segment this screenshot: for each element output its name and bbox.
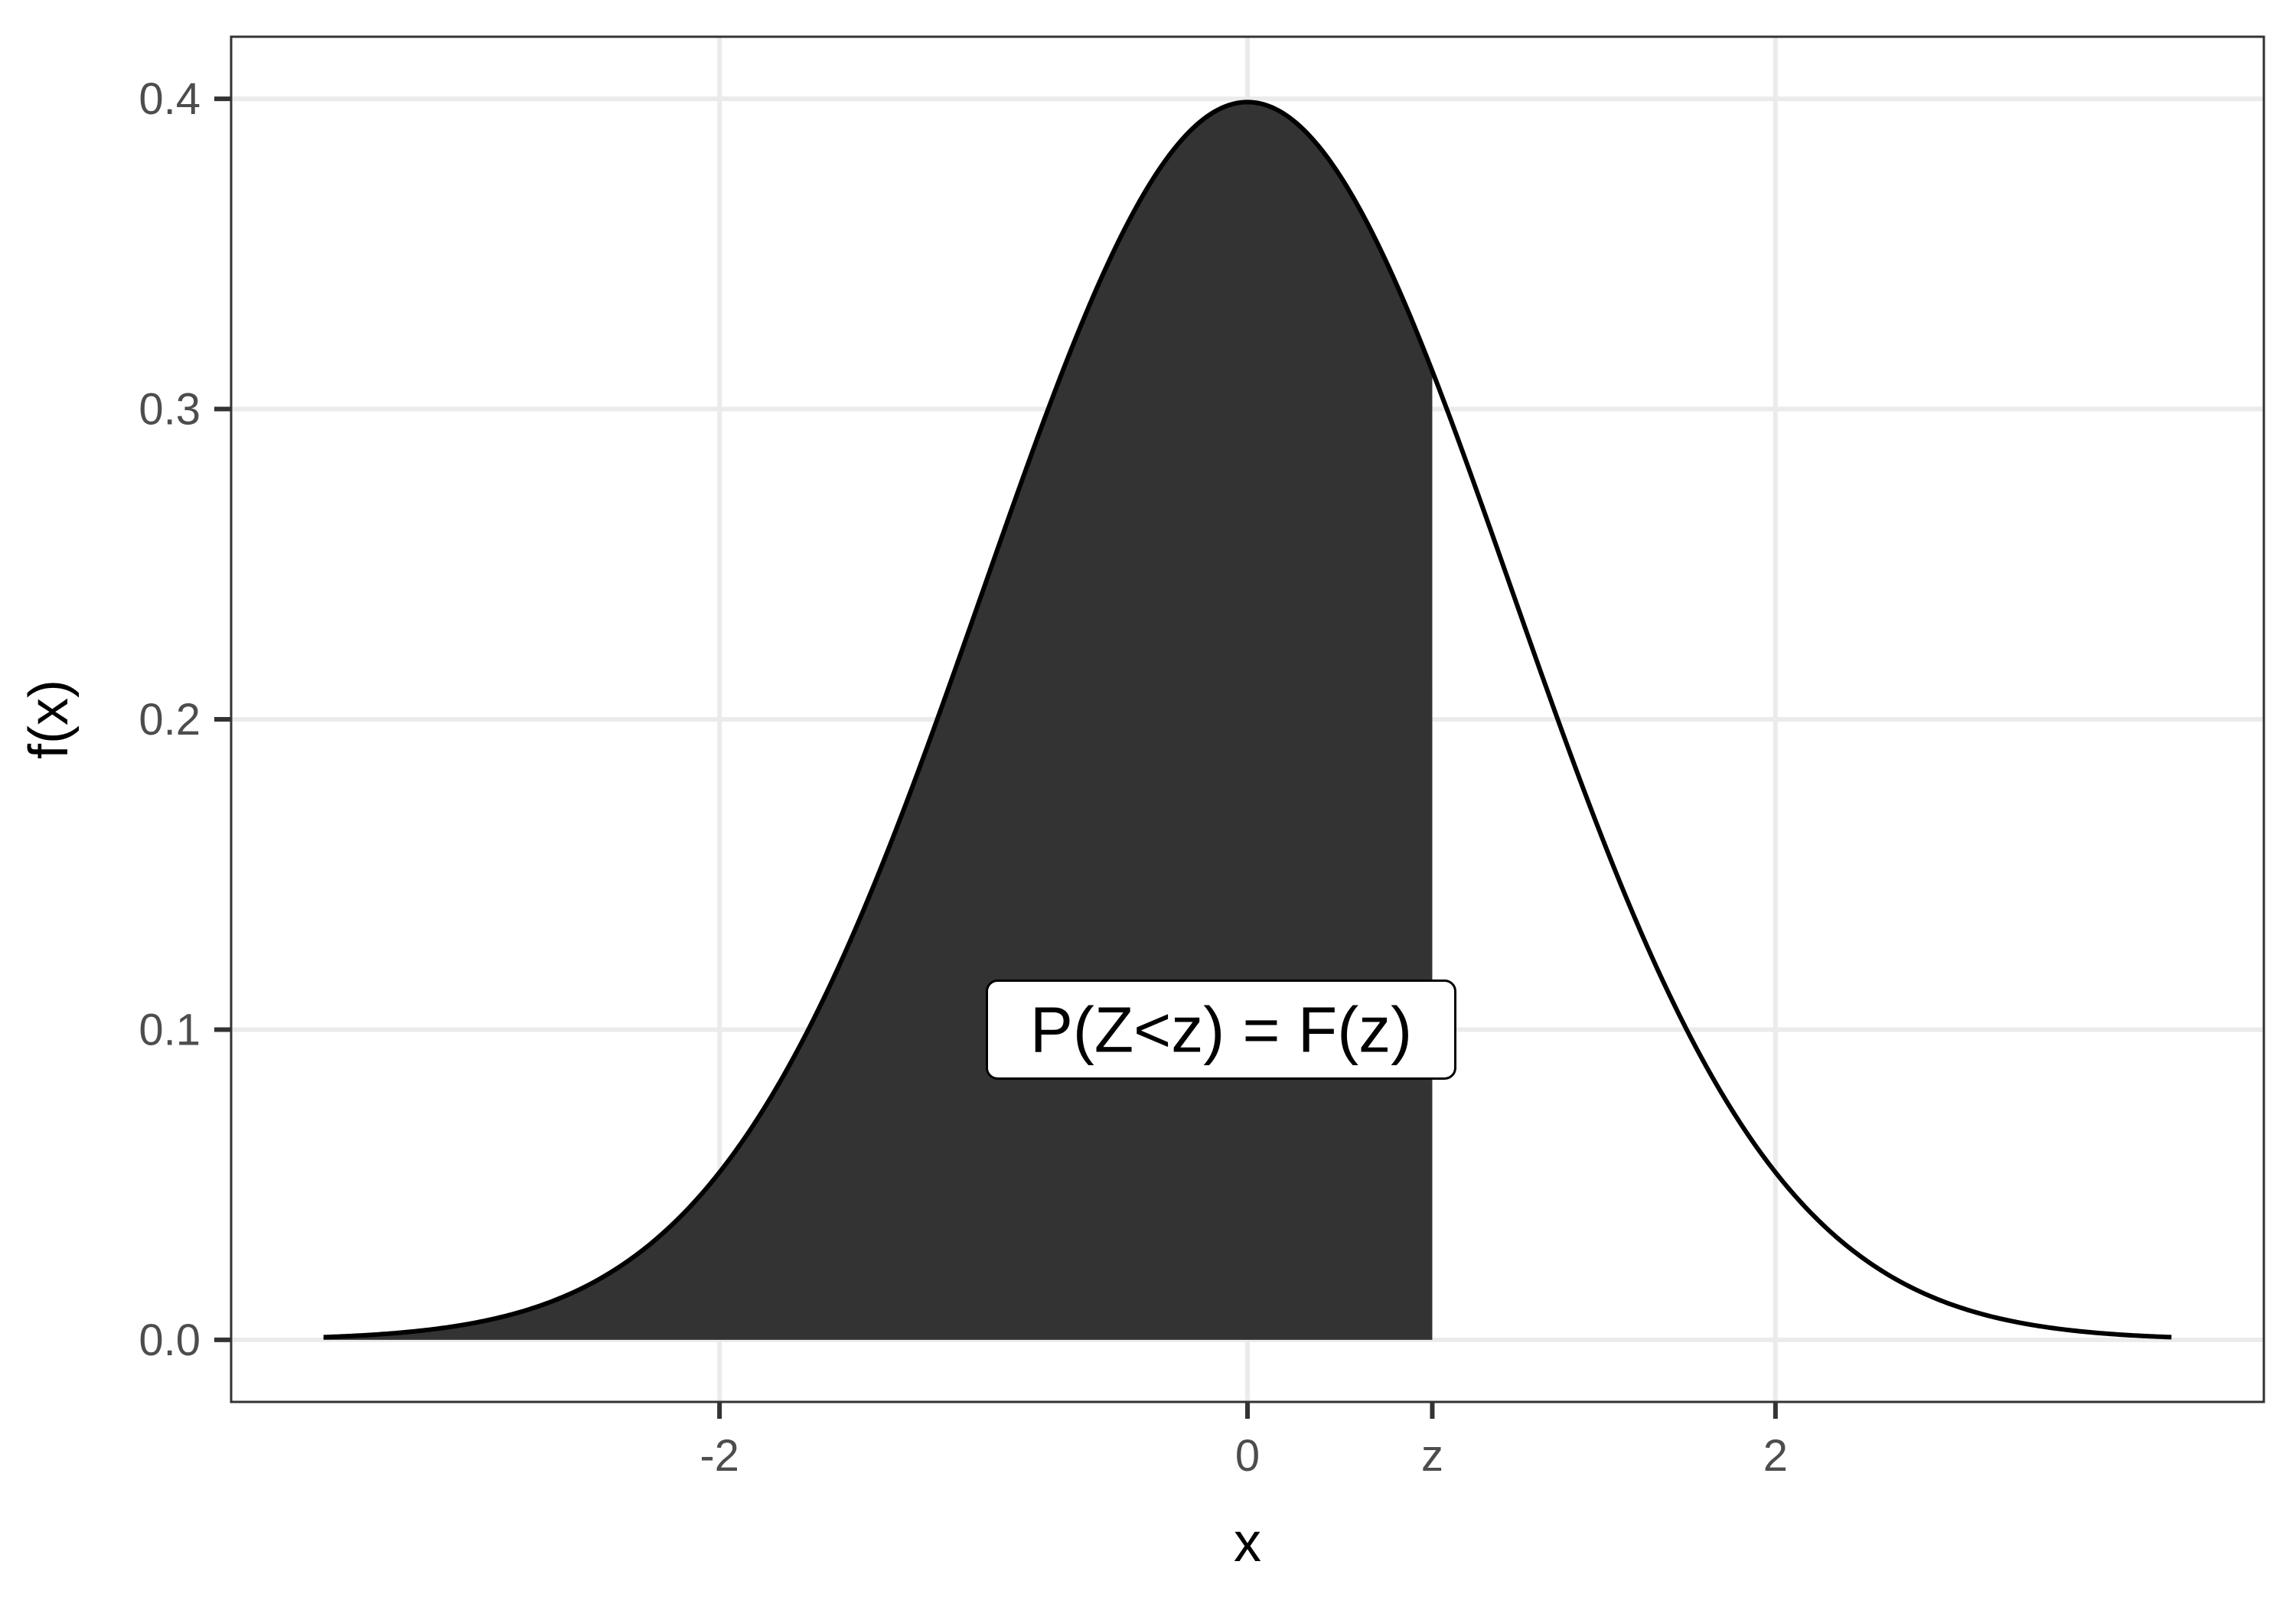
x-tick-label: 0 (1235, 1431, 1260, 1481)
axis-ticks: -2 0 z 2 0.0 0.1 0.2 0.3 0.4 (139, 74, 1788, 1481)
y-tick-label: 0.1 (139, 1005, 201, 1054)
x-tick-label: 2 (1763, 1431, 1788, 1481)
y-tick-label: 0.3 (139, 385, 201, 435)
y-axis-title: f(x) (18, 680, 80, 759)
y-tick-label: 0.0 (139, 1315, 201, 1365)
x-axis-title: x (1234, 1512, 1261, 1573)
annotation-label: P(Z<z) = F(z) (986, 979, 1457, 1080)
y-tick-label: 0.4 (139, 74, 201, 124)
x-tick-label: z (1421, 1431, 1443, 1481)
x-tick-label: -2 (700, 1431, 739, 1481)
y-tick-label: 0.2 (139, 695, 201, 745)
annotation-box (986, 979, 1457, 1080)
annotation-text: P(Z<z) = F(z) (1030, 993, 1412, 1065)
density-curve (323, 99, 2172, 1340)
